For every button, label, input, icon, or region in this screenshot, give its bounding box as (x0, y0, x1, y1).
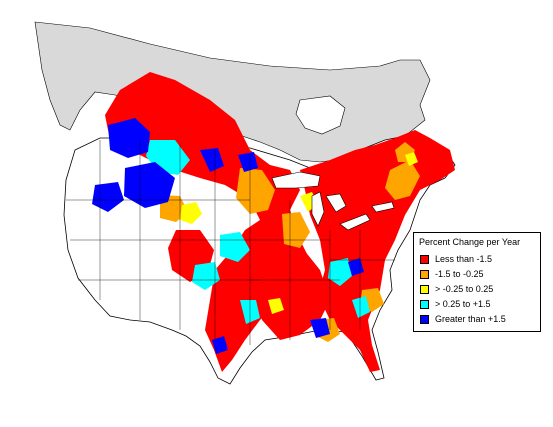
legend-swatch (420, 269, 429, 279)
state-boundaries (66, 140, 395, 345)
increase-moderate-areas (146, 140, 370, 324)
great-lakes (271, 171, 395, 231)
legend-label: Less than -1.5 (435, 254, 493, 264)
legend-swatch (420, 299, 429, 309)
legend-swatch (420, 254, 429, 264)
legend-label: -1.5 to -0.25 (435, 269, 484, 279)
legend-label: > 0.25 to +1.5 (435, 299, 491, 309)
legend-item-neg-0-25-to-0-25: > -0.25 to 0.25 (420, 283, 493, 295)
legend-swatch (420, 284, 429, 294)
legend-item-neg-1-5-to-neg-0-25: -1.5 to -0.25 (420, 268, 484, 280)
legend-item-less-than-neg-1-5: Less than -1.5 (420, 253, 492, 265)
legend-swatch (420, 314, 429, 324)
legend-item-greater-than-1-5: Greater than +1.5 (420, 313, 506, 325)
legend-item-0-25-to-1-5: > 0.25 to +1.5 (420, 298, 491, 310)
legend-title: Percent Change per Year (419, 237, 521, 247)
legend-label: Greater than +1.5 (435, 314, 506, 324)
legend-label: > -0.25 to 0.25 (435, 284, 494, 294)
hudson-bay (295, 95, 346, 135)
legend: Percent Change per Year Less than -1.5 -… (413, 232, 541, 332)
